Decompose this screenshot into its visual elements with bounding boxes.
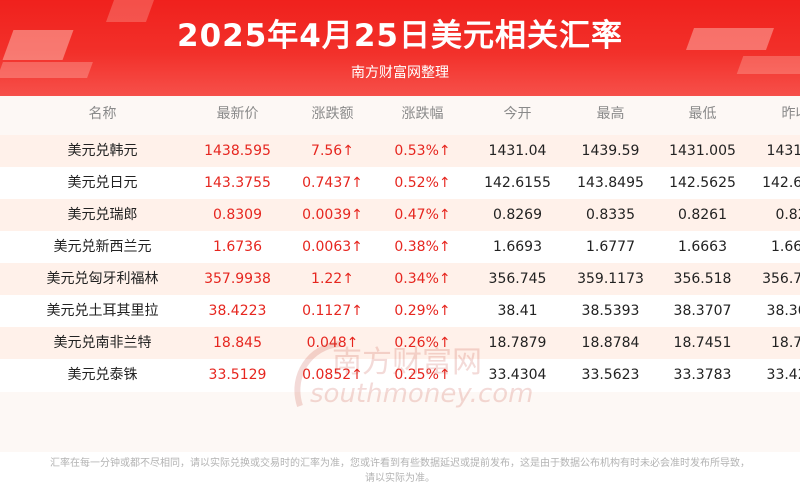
row-open: 33.4304 bbox=[488, 367, 547, 383]
column-header-low: 最低 bbox=[688, 106, 717, 122]
column-header-high: 最高 bbox=[596, 106, 625, 122]
rate-table: 名称 最新价 涨跌额 涨跌幅 今开 最高 最低 昨收 美元兑韩元 1438.595… bbox=[0, 96, 800, 452]
row-latest-price: 0.8309 bbox=[213, 207, 262, 223]
row-prev-close: 33.4277 bbox=[766, 367, 800, 383]
row-low: 356.518 bbox=[673, 271, 732, 287]
table-row: 美元兑新西兰元 1.6736 0.0063↑ 0.38%↑ 1.6693 1.6777 1.… bbox=[0, 231, 800, 264]
column-header-change: 涨跌额 bbox=[311, 106, 354, 122]
row-latest-price: 357.9938 bbox=[204, 271, 271, 287]
column-header-open: 今开 bbox=[503, 106, 532, 122]
table-row: 美元兑南非兰特 18.845 0.048↑ 0.26%↑ 18.7879 18.8784 1… bbox=[0, 327, 800, 360]
row-prev-close: 38.3096 bbox=[766, 303, 800, 319]
page-title: 2025年4月25日美元相关汇率 bbox=[177, 18, 623, 54]
row-change-pct: 0.47%↑ bbox=[394, 207, 451, 223]
row-high: 1.6777 bbox=[586, 239, 635, 255]
table-row: 美元兑韩元 1438.595 7.56↑ 0.53%↑ 1431.04 1439.59 14… bbox=[0, 135, 800, 168]
disclaimer-footer: 汇率在每一分钟或都不尽相同，请以实际兑换或交易时的汇率为准，您或许看到有些数据延… bbox=[0, 452, 800, 500]
row-low: 33.3783 bbox=[673, 367, 732, 383]
row-latest-price: 1.6736 bbox=[213, 239, 262, 255]
row-open: 18.7879 bbox=[488, 335, 547, 351]
table-row: 美元兑瑞郎 0.8309 0.0039↑ 0.47%↑ 0.8269 0.8335 0.82… bbox=[0, 199, 800, 232]
row-change: 7.56↑ bbox=[311, 143, 354, 159]
page-subtitle: 南方财富网整理 bbox=[351, 65, 449, 81]
row-prev-close: 1.6673 bbox=[771, 239, 800, 255]
row-change: 1.22↑ bbox=[311, 271, 354, 287]
row-prev-close: 18.797 bbox=[771, 335, 800, 351]
row-change-pct: 0.52%↑ bbox=[394, 175, 451, 191]
row-open: 1.6693 bbox=[493, 239, 542, 255]
row-name: 美元兑日元 bbox=[67, 175, 138, 191]
row-low: 1431.005 bbox=[669, 143, 736, 159]
column-header-name: 名称 bbox=[88, 106, 117, 122]
row-name: 美元兑新西兰元 bbox=[53, 239, 152, 255]
row-low: 38.3707 bbox=[673, 303, 732, 319]
row-open: 356.745 bbox=[488, 271, 547, 287]
row-change: 0.048↑ bbox=[306, 335, 359, 351]
row-change: 0.0063↑ bbox=[302, 239, 363, 255]
row-name: 美元兑土耳其里拉 bbox=[46, 303, 159, 319]
row-change: 0.0852↑ bbox=[302, 367, 363, 383]
disclaimer-line-1: 汇率在每一分钟或都不尽相同，请以实际兑换或交易时的汇率为准，您或许看到有些数据延… bbox=[50, 458, 750, 469]
row-open: 1431.04 bbox=[488, 143, 547, 159]
row-latest-price: 143.3755 bbox=[204, 175, 271, 191]
row-prev-close: 356.7738 bbox=[762, 271, 800, 287]
column-header-latest: 最新价 bbox=[216, 106, 259, 122]
row-low: 0.8261 bbox=[678, 207, 727, 223]
table-row: 美元兑土耳其里拉 38.4223 0.1127↑ 0.29%↑ 38.41 38.5393… bbox=[0, 295, 800, 328]
row-change-pct: 0.25%↑ bbox=[394, 367, 451, 383]
header-banner: 2025年4月25日美元相关汇率 南方财富网整理 bbox=[0, 0, 800, 96]
row-high: 1439.59 bbox=[581, 143, 640, 159]
row-name: 美元兑瑞郎 bbox=[67, 207, 138, 223]
row-prev-close: 1431.04 bbox=[766, 143, 800, 159]
row-high: 18.8784 bbox=[581, 335, 640, 351]
row-change: 0.0039↑ bbox=[302, 207, 363, 223]
column-header-prev: 昨收 bbox=[781, 106, 800, 122]
row-open: 0.8269 bbox=[493, 207, 542, 223]
row-high: 0.8335 bbox=[586, 207, 635, 223]
column-header-pct: 涨跌幅 bbox=[401, 106, 444, 122]
row-change-pct: 0.26%↑ bbox=[394, 335, 451, 351]
table-row: 美元兑匈牙利福林 357.9938 1.22↑ 0.34%↑ 356.745 359.11… bbox=[0, 263, 800, 296]
row-latest-price: 18.845 bbox=[213, 335, 262, 351]
row-name: 美元兑韩元 bbox=[67, 143, 138, 159]
table-header: 名称 最新价 涨跌额 涨跌幅 今开 最高 最低 昨收 bbox=[0, 96, 800, 132]
row-change-pct: 0.29%↑ bbox=[394, 303, 451, 319]
row-change: 0.1127↑ bbox=[302, 303, 363, 319]
row-change-pct: 0.38%↑ bbox=[394, 239, 451, 255]
row-change-pct: 0.34%↑ bbox=[394, 271, 451, 287]
row-high: 359.1173 bbox=[577, 271, 644, 287]
row-low: 18.7451 bbox=[673, 335, 732, 351]
row-low: 1.6663 bbox=[678, 239, 727, 255]
row-change-pct: 0.53%↑ bbox=[394, 143, 451, 159]
row-change: 0.7437↑ bbox=[302, 175, 363, 191]
row-name: 美元兑南非兰特 bbox=[53, 335, 152, 351]
row-low: 142.5625 bbox=[669, 175, 736, 191]
row-name: 美元兑匈牙利福林 bbox=[46, 271, 159, 287]
row-prev-close: 142.6318 bbox=[762, 175, 800, 191]
row-latest-price: 1438.595 bbox=[204, 143, 271, 159]
disclaimer-line-2: 请以实际为准。 bbox=[365, 473, 435, 484]
row-prev-close: 0.827 bbox=[775, 207, 800, 223]
row-open: 38.41 bbox=[497, 303, 538, 319]
table-row: 美元兑泰铢 33.5129 0.0852↑ 0.25%↑ 33.4304 33.5623 3… bbox=[0, 359, 800, 392]
row-high: 38.5393 bbox=[581, 303, 640, 319]
row-high: 33.5623 bbox=[581, 367, 640, 383]
row-latest-price: 33.5129 bbox=[208, 367, 267, 383]
row-open: 142.6155 bbox=[484, 175, 551, 191]
table-row: 美元兑日元 143.3755 0.7437↑ 0.52%↑ 142.6155 143.84… bbox=[0, 167, 800, 200]
row-name: 美元兑泰铢 bbox=[67, 367, 138, 383]
row-high: 143.8495 bbox=[577, 175, 644, 191]
row-latest-price: 38.4223 bbox=[208, 303, 267, 319]
